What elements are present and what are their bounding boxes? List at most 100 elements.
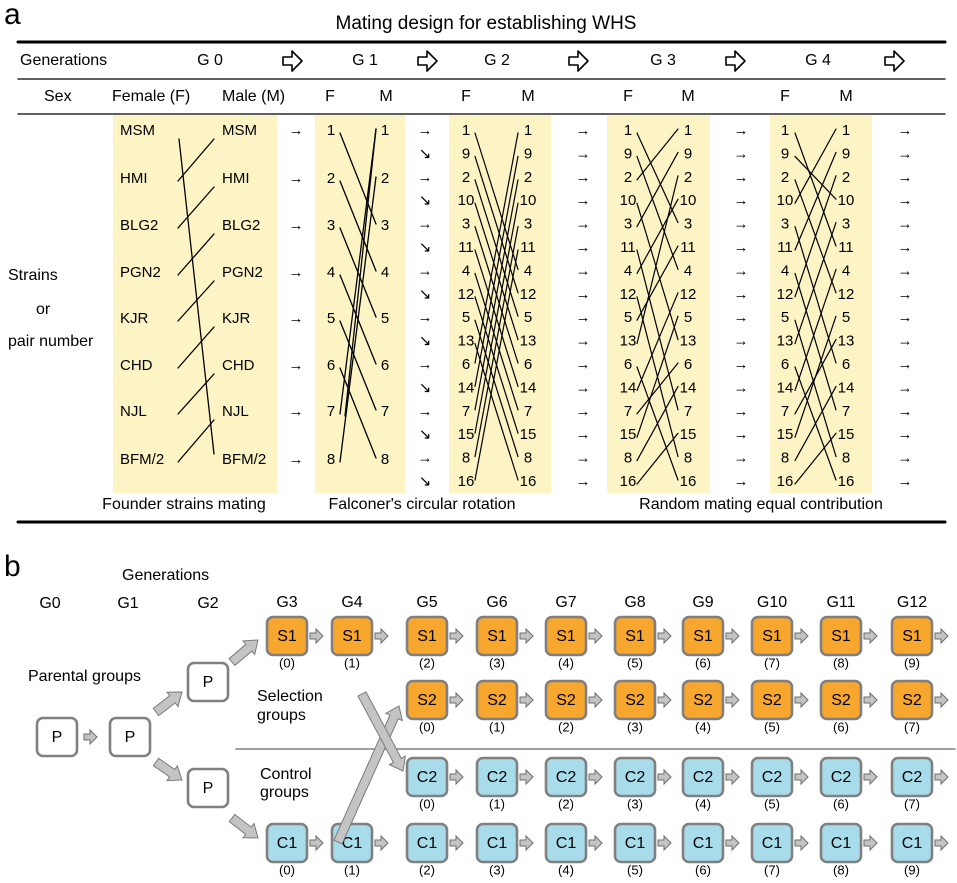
rotation-line: [339, 176, 377, 463]
pair-male-number: 14: [520, 379, 537, 396]
row-label-line: or: [36, 301, 51, 318]
generation-count: (6): [833, 796, 849, 811]
mating-line: [177, 233, 215, 276]
group-box-label: C1: [693, 835, 714, 852]
generation-arrow-diagonal: ↘: [419, 473, 432, 490]
group-box-s2: [819, 679, 863, 721]
random-mating-line: [636, 198, 679, 274]
pair-male-number: 10: [520, 192, 537, 209]
generation-header: G3: [276, 594, 297, 611]
group-box-label: S2: [902, 692, 922, 709]
parental-box: [186, 661, 230, 703]
pair-male-number: 9: [842, 145, 850, 162]
pair-male-number: 8: [684, 450, 692, 467]
crossover-arrow-icon: [357, 691, 406, 772]
random-mating-line: [636, 249, 679, 411]
group-box-label: S2: [487, 692, 507, 709]
random-mating-line: [794, 272, 837, 411]
group-box-c2: [750, 756, 794, 798]
group-box-c1: [613, 822, 657, 864]
pair-female-number: 15: [458, 426, 475, 443]
group-box-label: C2: [625, 769, 646, 786]
flow-arrow-icon: [725, 691, 740, 709]
generation-count: (4): [695, 796, 711, 811]
selection-groups-label: Selection: [257, 688, 323, 705]
group-box-c2: [681, 756, 725, 798]
flow-arrow-icon: [863, 834, 878, 852]
random-mating-line: [636, 151, 679, 228]
flow-arrow-icon: [588, 768, 603, 786]
generation-arrow: →: [898, 309, 913, 326]
control-groups-label: Control: [260, 766, 312, 783]
generation-arrow-icon: [417, 50, 438, 72]
pair-male-number: 2: [524, 169, 532, 186]
flow-arrow-icon: [449, 627, 464, 645]
strain-female: KJR: [120, 310, 149, 327]
random-mating-line: [794, 385, 837, 462]
generation-arrow: →: [734, 450, 749, 467]
pair-male-number: 7: [842, 403, 850, 420]
group-box-label: C2: [831, 769, 852, 786]
pair-male-number: 4: [524, 262, 532, 279]
pair-male-number: 15: [520, 426, 537, 443]
pair-male-number: 13: [520, 333, 537, 350]
pair-female-number: 8: [624, 450, 632, 467]
rotation-line: [474, 343, 519, 481]
group-box-c1: [750, 822, 794, 864]
pair-male-number: 10: [838, 192, 855, 209]
group-box-s1: [544, 615, 588, 657]
group-box-label: P: [203, 674, 214, 691]
generation-count: (4): [695, 719, 711, 734]
pair-female-number: 14: [777, 379, 794, 396]
parental-groups-label: Parental groups: [28, 668, 141, 685]
panel-letter-b: b: [4, 550, 21, 583]
random-mating-line: [636, 175, 679, 345]
random-mating-line: [636, 432, 679, 485]
generation-header: G7: [555, 594, 576, 611]
strain-female: CHD: [120, 357, 153, 374]
generation-count: (3): [627, 796, 643, 811]
group-box-label: P: [203, 780, 214, 797]
generation-arrow-icon: [725, 50, 746, 72]
group-box-s1: [819, 615, 863, 657]
group-box-label: S1: [417, 628, 437, 645]
flow-arrow-icon: [863, 627, 878, 645]
pair-male-number: 3: [842, 216, 850, 233]
generation-count: (2): [558, 719, 574, 734]
pair-male-number: 7: [524, 403, 532, 420]
flow-arrow-icon: [588, 834, 603, 852]
generation-arrow: →: [734, 426, 749, 443]
generation-arrow: →: [289, 170, 304, 187]
rotation-line: [474, 132, 519, 364]
strain-male: BFM/2: [222, 451, 266, 468]
pair-female-number: 9: [462, 145, 470, 162]
panel-b: b Generations G0 G1 G2 G3 G4 G5 G6 G7 G8 G9 G10 G11 G1…: [4, 550, 956, 877]
strain-female: BLG2: [120, 217, 158, 234]
pair-female-number: 13: [620, 333, 637, 350]
random-mating-line: [794, 128, 837, 204]
pair-female-number: 16: [777, 473, 794, 490]
pair-male-number: 10: [680, 192, 697, 209]
generation-arrow: →: [734, 262, 749, 279]
mating-line: [178, 138, 215, 455]
generation-count: (0): [419, 796, 435, 811]
pair-female-number: 14: [458, 379, 475, 396]
flow-arrow-icon: [657, 691, 672, 709]
generation-arrow: →: [576, 216, 591, 233]
group-box-label: S1: [693, 628, 713, 645]
generation-count: (7): [904, 796, 920, 811]
group-box-label: C2: [417, 769, 438, 786]
group-box-c2: [819, 756, 863, 798]
generation-arrow-diagonal: ↘: [419, 192, 432, 209]
male-short-label: M: [379, 88, 392, 105]
flow-arrow-icon: [863, 691, 878, 709]
group-box-label: C1: [625, 835, 646, 852]
pair-female-number: 11: [458, 239, 474, 256]
generation-arrow: →: [576, 145, 591, 162]
strain-female: NJL: [120, 403, 147, 420]
generation-count: (6): [833, 719, 849, 734]
pair-male-number: 8: [524, 450, 532, 467]
pair-female-number: 16: [458, 473, 475, 490]
pair-female-number: 12: [777, 286, 794, 303]
branch-arrow-icon: [152, 757, 183, 782]
